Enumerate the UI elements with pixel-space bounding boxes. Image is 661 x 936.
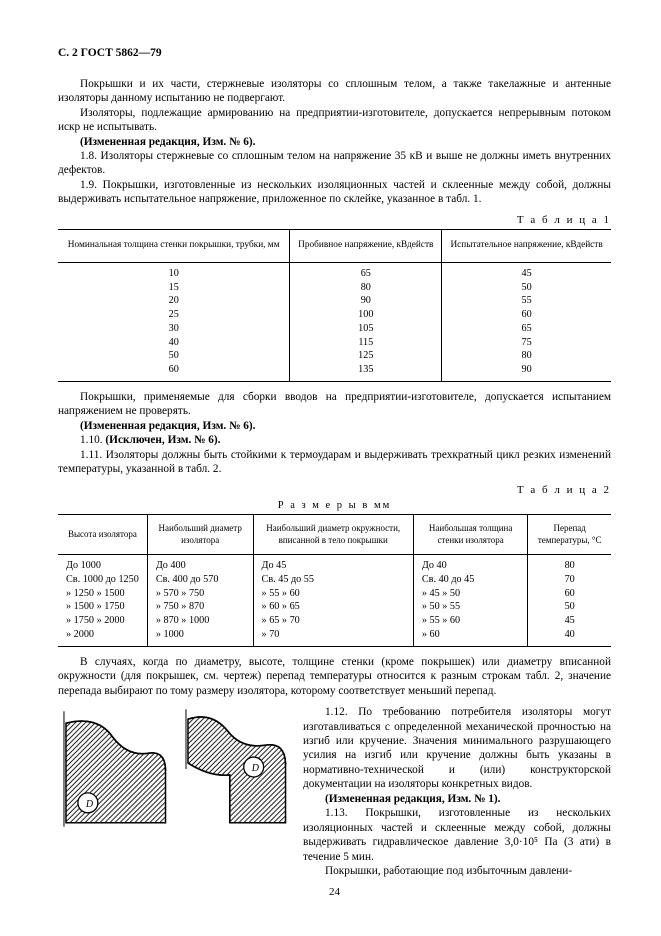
table2-cell: Св. 400 до 570: [147, 573, 253, 587]
table2-header: Наибольший диаметр окружности, вписанной…: [253, 515, 413, 555]
table2-cell: » 45 » 50: [413, 587, 527, 601]
table1-cell: 55: [442, 294, 611, 308]
table2-cell: » 55 » 60: [253, 587, 413, 601]
table-1: Номинальная толщина стенки покрышки, тру…: [58, 229, 611, 382]
table2-cell: Св. 1000 до 1250: [58, 573, 147, 587]
table2-header: Высота изолятора: [58, 515, 147, 555]
table1-cell: 40: [58, 336, 290, 350]
table2-cell: » 55 » 60: [413, 614, 527, 628]
table1-cell: 50: [442, 281, 611, 295]
para-1: Покрышки и их части, стержневые изолятор…: [58, 77, 611, 106]
table1-cell: 100: [290, 308, 442, 322]
table2-cell: До 45: [253, 555, 413, 573]
table1-cell: 105: [290, 322, 442, 336]
table2-cell: » 60: [413, 628, 527, 646]
table2-cell: » 1000: [147, 628, 253, 646]
svg-text:D: D: [250, 763, 259, 774]
para-6: Покрышки, применяемые для сборки вводов …: [58, 390, 611, 419]
table2-header: Наибольшая толщина стенки изолятора: [413, 515, 527, 555]
table2-cell: » 870 » 1000: [147, 614, 253, 628]
table1-cell: 25: [58, 308, 290, 322]
table2-header: Наибольший диаметр изолятора: [147, 515, 253, 555]
para-3: (Измененная редакция, Изм. № 6).: [58, 135, 611, 149]
table1-cell: 115: [290, 336, 442, 350]
para-13: 1.13. Покрышки, изготовленные из несколь…: [303, 806, 611, 864]
table2-cell: Св. 40 до 45: [413, 573, 527, 587]
table1-cell: 15: [58, 281, 290, 295]
table-2: Высота изолятораНаибольший диаметр изоля…: [58, 514, 611, 647]
table1-cell: 30: [58, 322, 290, 336]
table2-cell: » 50 » 55: [413, 600, 527, 614]
table1-cell: 75: [442, 336, 611, 350]
table1-cell: 65: [442, 322, 611, 336]
para-11: 1.12. По требованию потребителя изолятор…: [303, 705, 611, 792]
table1-cell: 65: [290, 262, 442, 280]
table2-cell: » 1500 » 1750: [58, 600, 147, 614]
table1-cell: 60: [442, 308, 611, 322]
table2-cell: » 570 » 750: [147, 587, 253, 601]
para-9: 1.11. Изоляторы должны быть стойкими к т…: [58, 448, 611, 477]
table1-cell: 80: [290, 281, 442, 295]
para-12: (Измененная редакция, Изм. № 1).: [303, 792, 611, 806]
table1-label: Т а б л и ц а 1: [58, 213, 611, 227]
table2-cell: » 65 » 70: [253, 614, 413, 628]
table2-cell: » 60 » 65: [253, 600, 413, 614]
table1-cell: 50: [58, 349, 290, 363]
table2-caption: Р а з м е р ы в мм: [58, 499, 611, 512]
table2-cell: 45: [528, 614, 611, 628]
table2-label: Т а б л и ц а 2: [58, 483, 611, 497]
table1-header: Пробивное напряжение, кВдейств: [290, 229, 442, 262]
table2-cell: До 1000: [58, 555, 147, 573]
table1-cell: 20: [58, 294, 290, 308]
table1-header: Испытательное напряжение, кВдейств: [442, 229, 611, 262]
table2-cell: 80: [528, 555, 611, 573]
table2-cell: » 70: [253, 628, 413, 646]
para-10: В случаях, когда по диаметру, высоте, то…: [58, 655, 611, 698]
table2-cell: 40: [528, 628, 611, 646]
table1-cell: 90: [442, 363, 611, 381]
table2-cell: » 2000: [58, 628, 147, 646]
table1-cell: 60: [58, 363, 290, 381]
para-7: (Измененная редакция, Изм. № 6).: [58, 419, 611, 433]
table2-cell: » 750 » 870: [147, 600, 253, 614]
para-4: 1.8. Изоляторы стержневые со сплошным те…: [58, 149, 611, 178]
para-5: 1.9. Покрышки, изготовленные из нескольк…: [58, 178, 611, 207]
para-8: 1.10. (Исключен, Изм. № 6).: [58, 433, 611, 447]
page-number: 24: [58, 885, 611, 899]
page-header: С. 2 ГОСТ 5862—79: [58, 46, 611, 61]
table1-cell: 90: [290, 294, 442, 308]
table2-cell: 70: [528, 573, 611, 587]
table2-cell: » 1750 » 2000: [58, 614, 147, 628]
table1-cell: 135: [290, 363, 442, 381]
table2-cell: 60: [528, 587, 611, 601]
table2-cell: » 1250 » 1500: [58, 587, 147, 601]
table2-cell: До 40: [413, 555, 527, 573]
figure-drawings: D D: [58, 705, 293, 878]
table1-cell: 45: [442, 262, 611, 280]
table2-cell: До 400: [147, 555, 253, 573]
table2-cell: 50: [528, 600, 611, 614]
para-2: Изоляторы, подлежащие армированию на пре…: [58, 106, 611, 135]
table1-cell: 10: [58, 262, 290, 280]
table1-header: Номинальная толщина стенки покрышки, тру…: [58, 229, 290, 262]
para-14: Покрышки, работающие под избыточным давл…: [303, 864, 611, 878]
svg-text:D: D: [85, 799, 94, 810]
table1-cell: 80: [442, 349, 611, 363]
table2-cell: Св. 45 до 55: [253, 573, 413, 587]
table1-cell: 125: [290, 349, 442, 363]
table2-header: Перепад температуры, °С: [528, 515, 611, 555]
